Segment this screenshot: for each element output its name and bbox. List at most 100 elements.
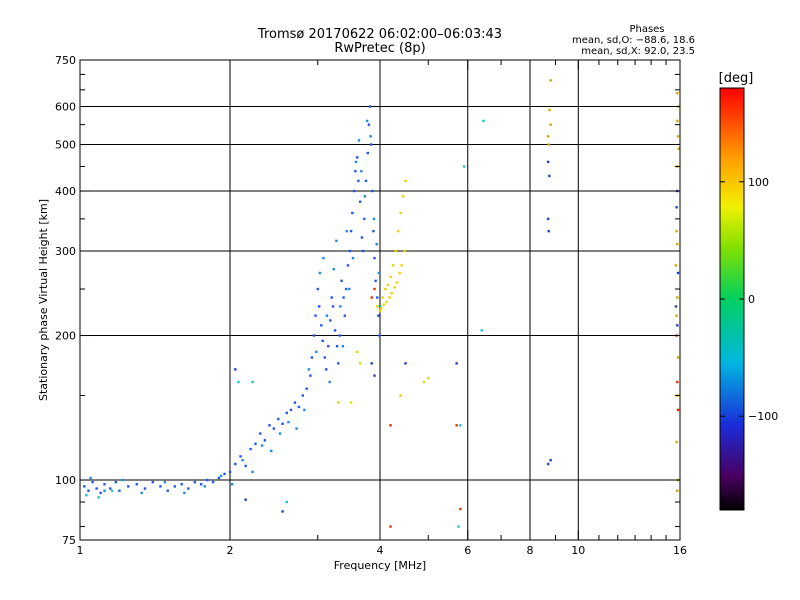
data-point-s3-0 [376,305,379,308]
data-point-s0-22 [217,476,221,480]
data-point-s3-15 [395,281,399,284]
data-point-s0-1 [87,489,90,492]
data-point-s1-0 [89,476,92,480]
data-point-s6-17 [244,498,247,501]
data-point-s1-34 [365,119,369,123]
data-point-s0-74 [361,249,365,253]
chart-subtitle: RwPretec (8p) [334,41,425,56]
data-point-s1-14 [287,420,290,424]
y-tick-label-750: 750 [55,54,76,67]
data-point-s2-0 [85,493,88,497]
data-point-s0-78 [367,123,371,126]
data-point-s5-0 [370,296,373,299]
data-point-s2-9 [482,119,485,123]
x-axis-ticks: 1 2 4 6 8 10 16 [77,60,687,557]
data-point-s0-11 [143,487,147,490]
data-point-s1-33 [363,195,367,198]
colorbar-tick-label-1: 0 [748,293,755,306]
data-point-s0-20 [205,478,209,482]
data-point-s6-11 [370,362,373,365]
data-point-s0-55 [331,305,335,308]
data-point-s0-21 [211,480,215,484]
data-point-s4-4 [547,143,550,146]
data-point-s1-12 [270,449,273,453]
data-point-s1-23 [332,267,335,271]
data-point-s5-5 [455,424,458,427]
x-tick-label-8: 8 [527,544,534,557]
data-point-s3-13 [400,264,403,267]
data-point-s0-7 [114,480,118,484]
data-point-s1-2 [121,478,125,482]
data-point-s0-70 [355,156,359,159]
data-point-s1-27 [345,229,348,233]
colorbar-ticks: 100 0 −100 [720,176,778,423]
data-point-s1-24 [335,239,338,243]
data-point-s1-3 [140,491,143,495]
data-point-s6-14 [455,362,458,365]
y-tick-label-600: 600 [55,101,76,114]
data-point-s0-61 [342,296,345,299]
colorbar-tick-label-0: 100 [748,176,769,189]
data-point-s1-37 [375,242,378,246]
data-point-s0-44 [312,334,316,337]
data-point-s4-5 [676,91,679,95]
data-point-s5-6 [676,380,679,384]
data-point-s0-50 [323,356,327,359]
data-point-s3-20 [382,303,385,306]
data-point-s0-6 [109,487,112,490]
x-tick-label-10: 10 [571,544,585,557]
data-point-s1-6 [203,485,206,488]
data-point-s1-18 [315,350,318,353]
data-point-s3-1 [378,309,382,313]
data-point-s1-1 [103,489,106,492]
data-point-s0-69 [354,169,357,173]
data-point-s1-32 [360,169,363,173]
data-point-s6-9 [674,305,678,308]
data-point-s3-21 [379,307,383,310]
data-point-s0-83 [373,256,376,260]
data-point-s0-39 [297,405,301,409]
data-point-s1-9 [241,458,244,462]
data-point-s0-64 [346,264,350,267]
data-point-s3-2 [381,296,384,299]
data-point-s1-11 [260,444,264,447]
data-point-s0-38 [293,401,297,404]
data-point-s6-4 [549,458,552,462]
data-point-s0-56 [333,329,337,332]
data-point-s0-0 [83,485,86,488]
data-point-s0-82 [372,229,375,233]
data-point-s0-19 [199,483,203,486]
data-point-s3-7 [394,249,397,253]
data-point-s0-67 [351,211,354,215]
data-point-s4-7 [676,119,679,123]
data-point-s5-2 [389,424,392,427]
data-point-s0-36 [285,411,288,415]
data-point-s3-3 [384,287,387,291]
data-point-s4-13 [674,264,678,267]
y-axis-ticks: 75 100 200 300 400 500 600 750 [55,54,680,547]
data-point-s0-62 [343,314,347,317]
data-point-s1-30 [354,160,358,164]
data-point-s3-8 [396,229,400,233]
data-point-s0-9 [127,485,130,488]
data-point-s4-3 [546,135,550,138]
data-point-s1-8 [230,483,234,486]
data-point-s1-16 [303,408,306,412]
data-point-s3-26 [427,376,430,380]
data-point-s1-39 [378,305,382,308]
data-point-s1-26 [341,345,345,348]
data-point-s1-13 [278,432,282,435]
data-point-s5-3 [389,525,392,528]
chart-title: Tromsø 20170622 06:02:00–06:03:43 [257,27,502,42]
data-point-s0-75 [363,217,366,221]
data-point-s0-10 [135,483,138,486]
data-point-s1-31 [357,139,361,142]
data-point-s0-8 [118,489,121,492]
data-point-s0-72 [358,200,362,203]
data-point-s0-14 [166,489,169,492]
y-tick-label-200: 200 [55,330,76,343]
y-tick-label-500: 500 [55,139,76,152]
data-point-s0-46 [316,287,319,291]
data-point-s1-36 [372,217,376,221]
